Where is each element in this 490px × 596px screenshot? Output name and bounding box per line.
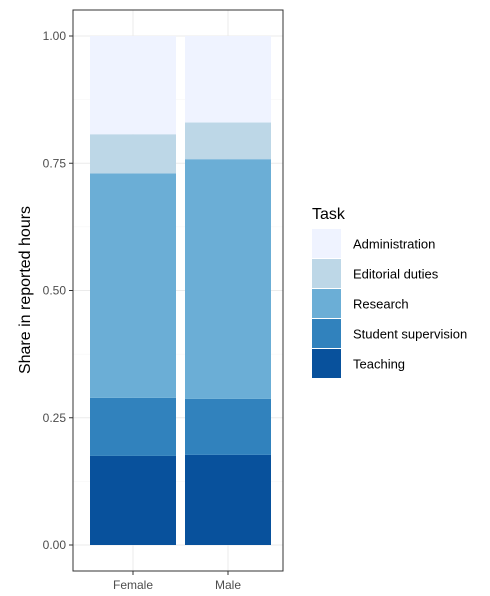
legend-label: Student supervision <box>353 327 467 342</box>
bar-male-teaching <box>185 454 271 545</box>
legend: Task Administration Editorial duties Resea… <box>312 206 467 378</box>
bar-female-teaching <box>90 455 176 545</box>
x-tick-label: Male <box>215 578 241 592</box>
legend-label: Administration <box>353 237 435 252</box>
bar-female-editorial-duties <box>90 134 176 174</box>
y-tick-label: 0.50 <box>43 284 67 298</box>
bar-female-research <box>90 173 176 398</box>
bar-male-administration <box>185 36 271 123</box>
legend-title: Task <box>312 206 346 223</box>
bars <box>90 36 271 545</box>
y-axis-title: Share in reported hours <box>17 206 34 374</box>
legend-label: Editorial duties <box>353 267 439 282</box>
y-axis: 0.00 0.25 0.50 0.75 1.00 <box>43 29 73 552</box>
x-tick-label: Female <box>113 578 153 592</box>
legend-key <box>312 259 341 288</box>
legend-label: Research <box>353 297 409 312</box>
bar-female-student-supervision <box>90 397 176 456</box>
bar-male-student-supervision <box>185 398 271 455</box>
legend-key <box>312 319 341 348</box>
legend-key <box>312 229 341 258</box>
bar-male-editorial-duties <box>185 122 271 160</box>
bar-female-administration <box>90 36 176 135</box>
y-tick-label: 0.00 <box>43 538 67 552</box>
y-tick-label: 0.25 <box>43 411 67 425</box>
legend-key <box>312 289 341 318</box>
bar-male-research <box>185 159 271 399</box>
legend-key <box>312 349 341 378</box>
y-tick-label: 1.00 <box>43 29 67 43</box>
x-axis: Female Male <box>113 571 241 592</box>
legend-label: Teaching <box>353 357 405 372</box>
y-tick-label: 0.75 <box>43 156 67 170</box>
